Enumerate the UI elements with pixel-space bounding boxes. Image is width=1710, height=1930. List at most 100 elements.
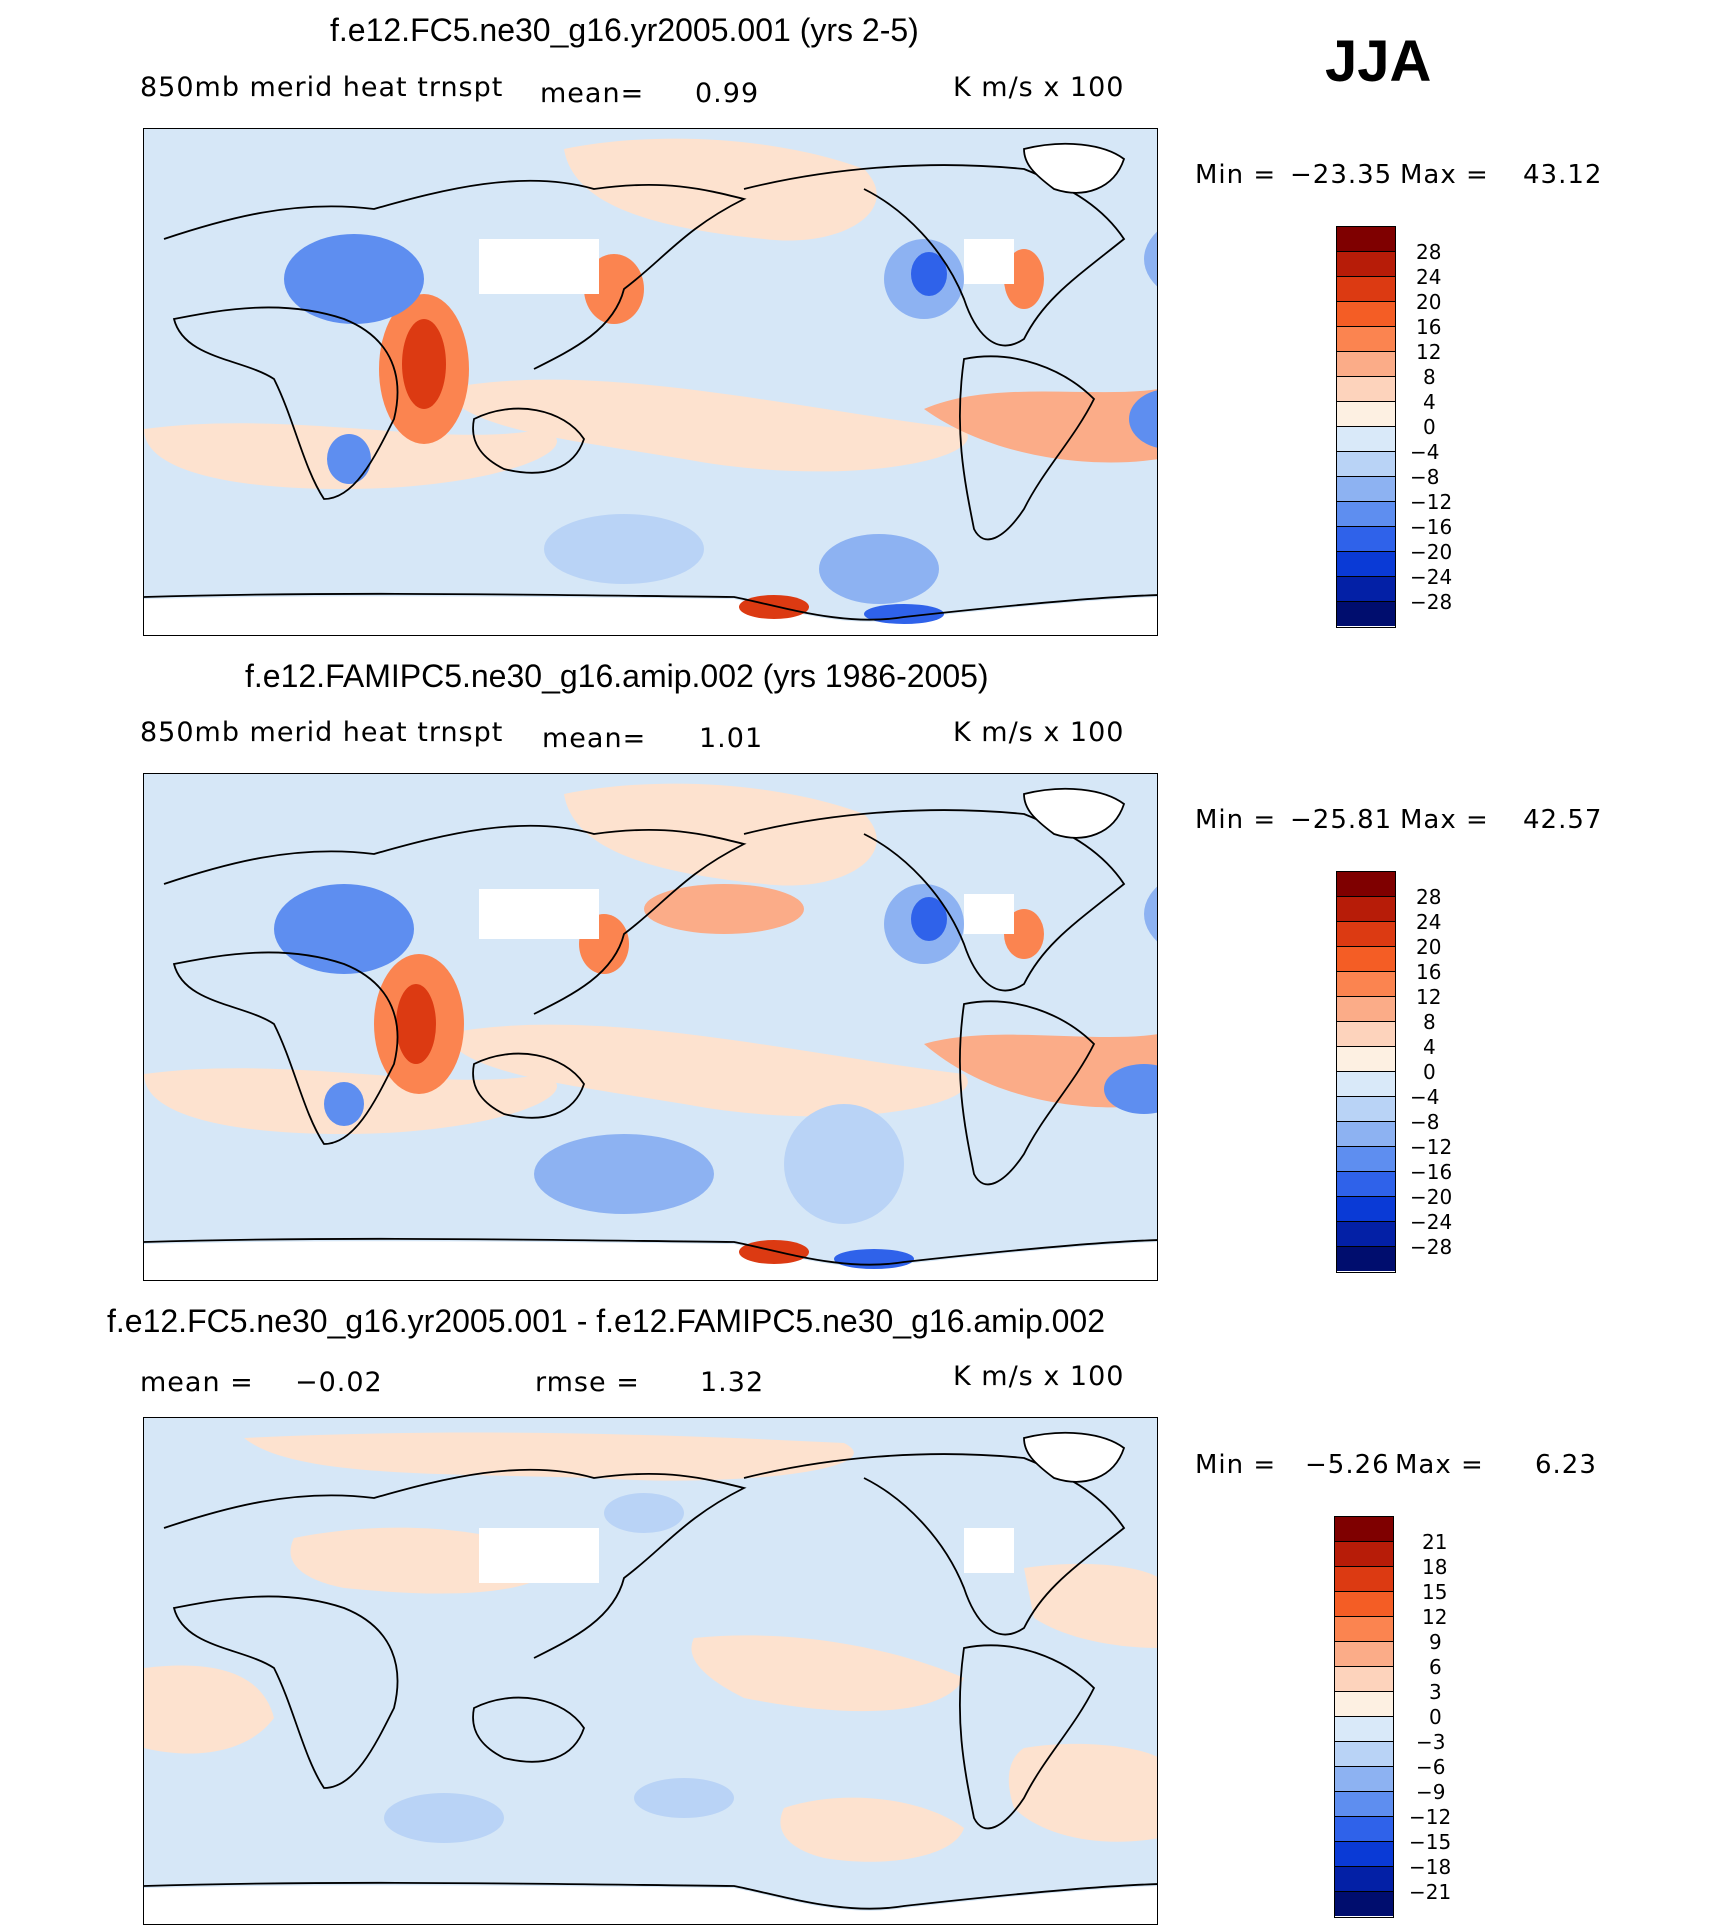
panel1-warm-band-atlantic (924, 389, 1157, 463)
panel1-warm-antarctic-peninsula (739, 595, 809, 619)
panel2-white-tibet (479, 889, 599, 939)
panel3-coastline-greenland (1023, 1431, 1126, 1483)
panel3-white-tibet (479, 1528, 599, 1583)
panel2-colorbar-swatch (1337, 872, 1395, 897)
panel2-colorbar-label: −20 (1410, 1185, 1453, 1209)
panel1-colorbar-swatch (1337, 327, 1395, 352)
panel1-max-label: Max = (1400, 160, 1489, 190)
panel2-cold-north-pacific-core (911, 897, 947, 941)
panel2-cold-south-indian (534, 1134, 714, 1214)
panel2-min-value: −25.81 (1290, 805, 1393, 835)
panel3-coastline-eurasia (163, 1468, 747, 1659)
panel1-colorbar-label: −24 (1410, 565, 1453, 589)
panel2-colorbar-label: −16 (1410, 1160, 1453, 1184)
panel3-colorbar-swatch (1335, 1842, 1393, 1867)
panel3-colorbar-swatch (1335, 1592, 1393, 1617)
panel1-coastline-south-america (958, 355, 1096, 541)
panel3-colorbar-label: 9 (1429, 1630, 1442, 1654)
panel1-cold-north-atlantic (1144, 231, 1157, 287)
panel1-units: K m/s x 100 (953, 72, 1125, 103)
panel3-max-label: Max = (1395, 1450, 1484, 1480)
panel1-colorbar-swatch (1337, 552, 1395, 577)
panel2-colorbar-swatch (1337, 947, 1395, 972)
panel2-colorbar (1336, 871, 1396, 1273)
panel3-max-value: 6.23 (1535, 1450, 1597, 1480)
panel3-coastline-antarctica (144, 1881, 1157, 1910)
panel3-colorbar-swatch (1335, 1567, 1393, 1592)
panel1-colorbar-label: −8 (1410, 465, 1440, 489)
panel1-colorbar-swatch (1337, 277, 1395, 302)
panel2-cold-south-pacific (784, 1104, 904, 1224)
panel2-coastline-eurasia (163, 824, 747, 1015)
panel2-units: K m/s x 100 (953, 717, 1125, 748)
panel3-units: K m/s x 100 (953, 1361, 1125, 1392)
panel1-warm-band-north-pacific (564, 138, 877, 241)
panel3-colorbar-swatch (1335, 1642, 1393, 1667)
panel3-colorbar-label: −18 (1409, 1855, 1452, 1879)
panel2-map (143, 773, 1158, 1281)
panel2-max-value: 42.57 (1523, 805, 1603, 835)
panel1-colorbar-swatch (1337, 527, 1395, 552)
panel3-warm-patch-south-atlantic (1008, 1743, 1157, 1842)
panel1-colorbar-swatch (1337, 377, 1395, 402)
panel3-colorbar-swatch (1335, 1717, 1393, 1742)
panel1-colorbar-label: 0 (1423, 415, 1436, 439)
panel2-colorbar-label: −4 (1410, 1085, 1440, 1109)
panel1-warm-band-tropical-pacific (444, 379, 968, 472)
panel2-colorbar-swatch (1337, 922, 1395, 947)
panel1-cold-mediterranean (284, 234, 424, 324)
panel3-colorbar-label: 3 (1429, 1680, 1442, 1704)
panel1-colorbar-label: 20 (1416, 290, 1442, 314)
panel2-coastline-australia (472, 1052, 585, 1119)
panel2-warm-band-atlantic (924, 1034, 1157, 1108)
panel1-variable-label: 850mb merid heat trnspt (140, 72, 504, 103)
panel1-cold-south-atlantic (1129, 390, 1157, 448)
panel2-coastline-antarctica (144, 1237, 1157, 1266)
panel1-colorbar-swatch (1337, 227, 1395, 252)
panel3-colorbar-label: 12 (1422, 1605, 1448, 1629)
panel1-mean-label: mean= (540, 78, 645, 109)
panel2-colorbar-swatch (1337, 1047, 1395, 1072)
panel3-colorbar-label: 18 (1422, 1555, 1448, 1579)
panel1-colorbar (1336, 226, 1396, 628)
panel3-coastline-north-america (743, 1453, 1126, 1636)
panel2-colorbar-label: 24 (1416, 910, 1442, 934)
season-label: JJA (1325, 29, 1432, 94)
panel2-colorbar-label: 28 (1416, 885, 1442, 909)
panel2-coastline-africa (172, 951, 399, 1145)
panel2-cold-south-africa (324, 1082, 364, 1126)
panel3-colorbar-swatch (1335, 1892, 1393, 1916)
panel1-coastline-antarctica (144, 592, 1157, 621)
panel3-colorbar-label: −6 (1416, 1755, 1446, 1779)
panel3-colorbar-label: −9 (1416, 1780, 1446, 1804)
panel1-cold-south-pacific (819, 534, 939, 604)
panel2-cold-ross-sea (834, 1249, 914, 1269)
panel1-colorbar-swatch (1337, 452, 1395, 477)
panel2-colorbar-swatch (1337, 1022, 1395, 1047)
panel3-warm-patch-indian (144, 1665, 274, 1754)
panel3-coastline-africa (172, 1595, 399, 1789)
panel2-white-rockies (964, 894, 1014, 934)
panel3-white-rockies (964, 1528, 1014, 1573)
panel1-min-value: −23.35 (1290, 160, 1393, 190)
panel3-rmse-label: rmse = (535, 1367, 640, 1398)
panel3-colorbar-label: −15 (1409, 1830, 1452, 1854)
panel3-min-label: Min = (1195, 1450, 1277, 1480)
panel1-warm-core-arabian-sea-inner (402, 319, 446, 409)
panel2-colorbar-swatch (1337, 1247, 1395, 1271)
panel1-colorbar-swatch (1337, 502, 1395, 527)
panel2-warm-core-arabian-sea-inner (396, 984, 436, 1064)
panel2-mean-label: mean= (542, 723, 647, 754)
panel1-colorbar-label: 16 (1416, 315, 1442, 339)
panel3-colorbar-label: 0 (1429, 1705, 1442, 1729)
panel3-colorbar-label: 15 (1422, 1580, 1448, 1604)
panel3-colorbar-swatch (1335, 1767, 1393, 1792)
panel1-coastline-eurasia (163, 179, 747, 370)
panel3-warm-patch-east-pacific (691, 1635, 964, 1712)
panel3-coastline-australia (472, 1696, 585, 1763)
panel2-antarctica (144, 1241, 1157, 1280)
panel3-colorbar-swatch (1335, 1867, 1393, 1892)
panel3-antarctica (144, 1885, 1157, 1924)
panel2-colorbar-swatch (1337, 1197, 1395, 1222)
panel1-mean-value: 0.99 (695, 78, 760, 109)
